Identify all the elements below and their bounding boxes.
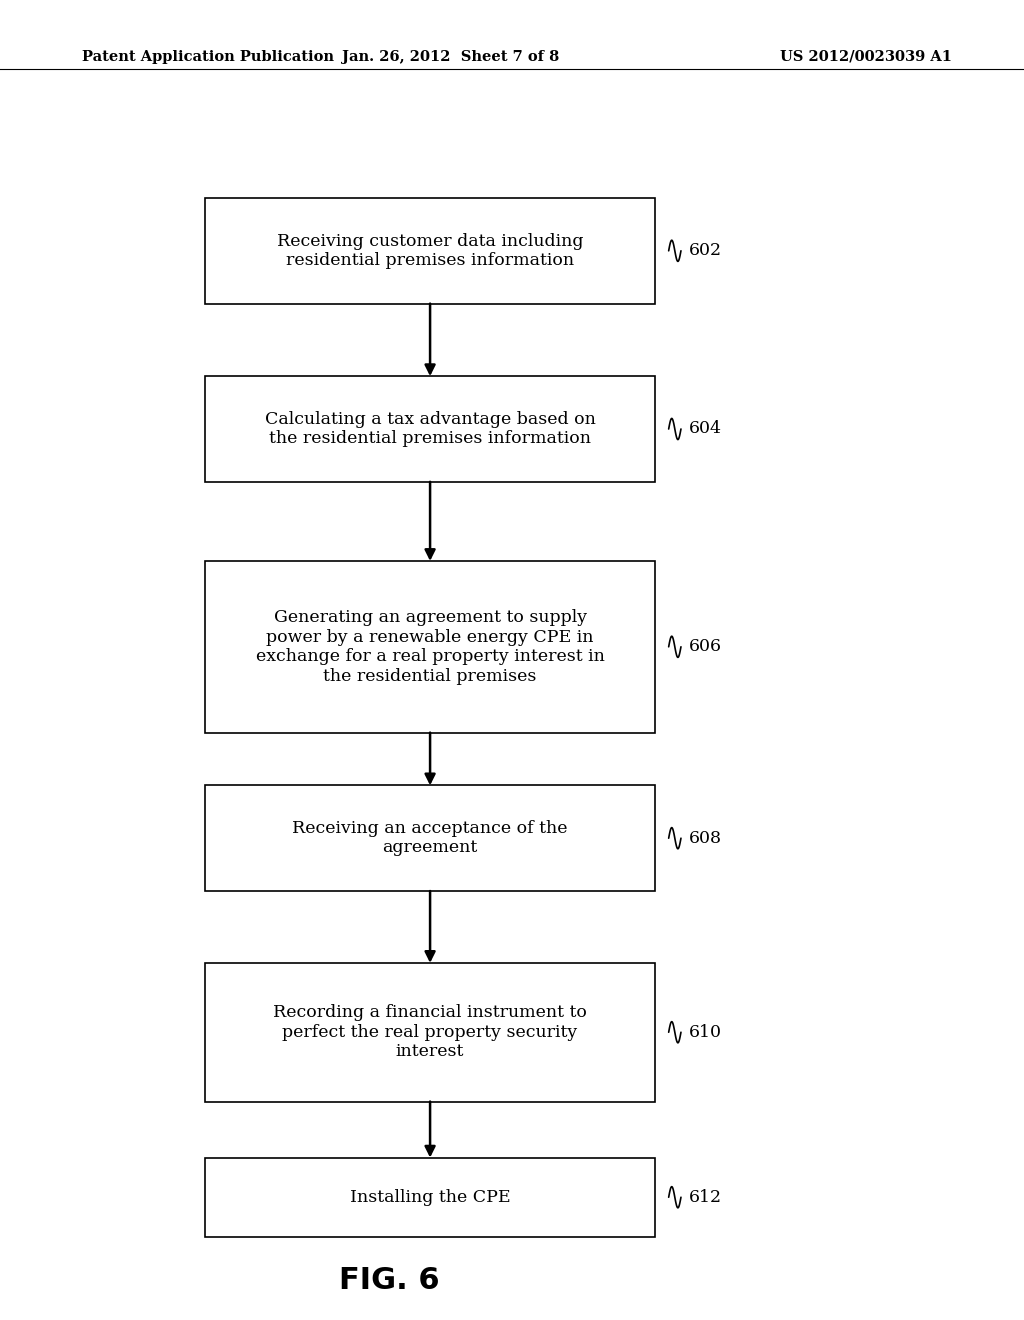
Text: 602: 602	[689, 243, 722, 259]
Text: Recording a financial instrument to
perfect the real property security
interest: Recording a financial instrument to perf…	[273, 1005, 587, 1060]
Text: 604: 604	[689, 421, 722, 437]
Bar	[205, 1158, 655, 1237]
Bar	[205, 785, 655, 891]
Bar	[205, 964, 655, 1101]
Text: Receiving customer data including
residential premises information: Receiving customer data including reside…	[276, 232, 584, 269]
Text: Receiving an acceptance of the
agreement: Receiving an acceptance of the agreement	[292, 820, 568, 857]
Text: Generating an agreement to supply
power by a renewable energy CPE in
exchange fo: Generating an agreement to supply power …	[256, 609, 604, 685]
Text: Installing the CPE: Installing the CPE	[350, 1189, 510, 1205]
Text: 610: 610	[689, 1024, 722, 1040]
Bar	[205, 561, 655, 733]
Text: 612: 612	[689, 1189, 722, 1205]
Text: Patent Application Publication: Patent Application Publication	[82, 50, 334, 63]
Text: Calculating a tax advantage based on
the residential premises information: Calculating a tax advantage based on the…	[264, 411, 596, 447]
Text: Jan. 26, 2012  Sheet 7 of 8: Jan. 26, 2012 Sheet 7 of 8	[342, 50, 559, 63]
Text: US 2012/0023039 A1: US 2012/0023039 A1	[780, 50, 952, 63]
Text: 608: 608	[689, 830, 722, 846]
Bar	[205, 198, 655, 304]
Bar	[205, 376, 655, 482]
Text: 606: 606	[689, 639, 722, 655]
Text: FIG. 6: FIG. 6	[339, 1266, 439, 1295]
